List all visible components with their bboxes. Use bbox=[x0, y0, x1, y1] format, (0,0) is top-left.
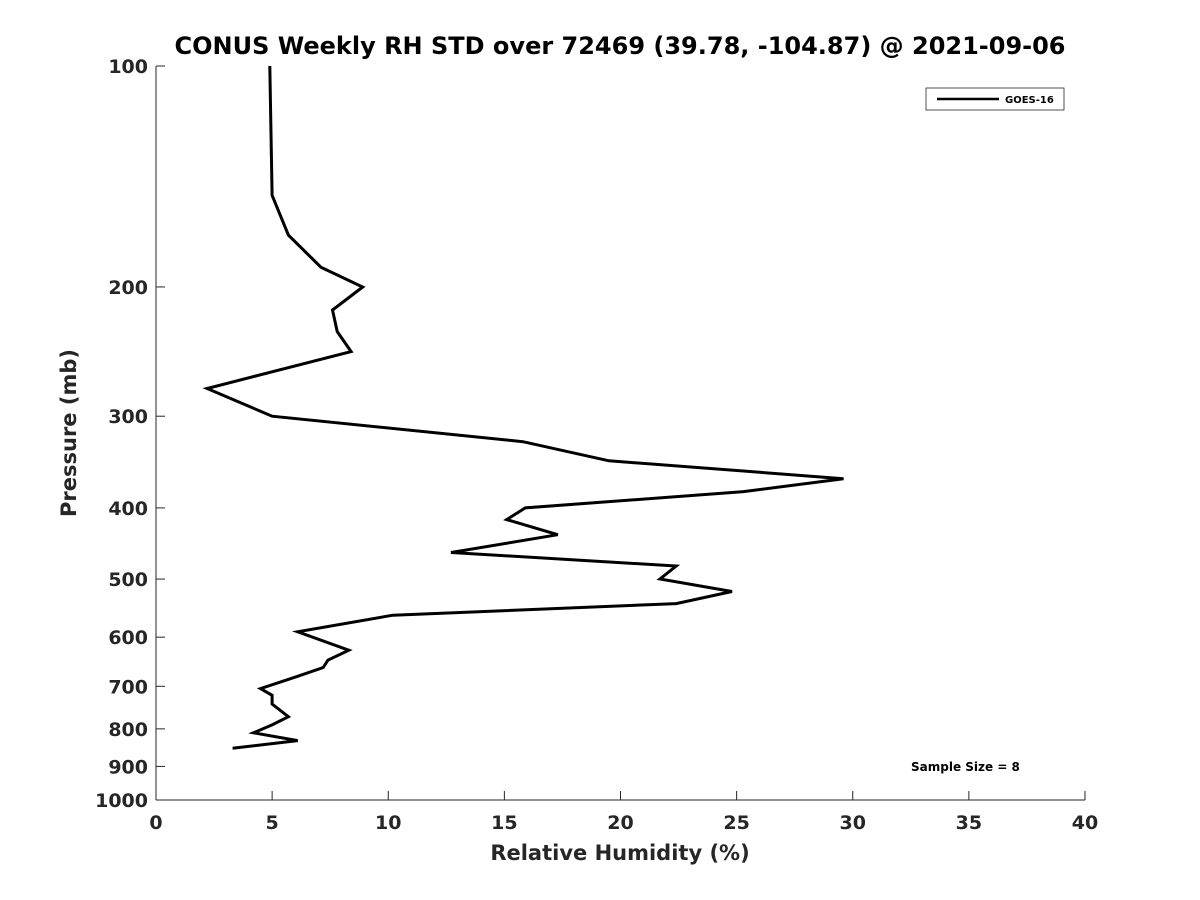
x-tick-label: 20 bbox=[607, 812, 633, 834]
x-tick-label: 40 bbox=[1072, 812, 1098, 834]
legend-entry-goes-16: GOES-16 bbox=[1005, 95, 1054, 106]
y-tick-label: 400 bbox=[108, 498, 148, 520]
y-tick-label: 300 bbox=[108, 406, 148, 428]
y-tick-label: 900 bbox=[108, 756, 148, 778]
y-tick-label: 200 bbox=[108, 277, 148, 299]
y-tick-label: 600 bbox=[108, 627, 148, 649]
y-tick-label: 100 bbox=[108, 56, 148, 78]
y-tick-label: 800 bbox=[108, 719, 148, 741]
y-tick-label: 1000 bbox=[95, 790, 148, 812]
x-tick-label: 5 bbox=[266, 812, 279, 834]
series-line-goes-16 bbox=[202, 65, 844, 750]
y-tick-label: 700 bbox=[108, 676, 148, 698]
x-axis-label: Relative Humidity (%) bbox=[490, 841, 749, 865]
axis-ticks: 0 5 10 15 20 25 30 35 40 100 200 300 400 500 600 700 800… bbox=[95, 56, 1098, 834]
series-layer bbox=[202, 65, 844, 750]
x-tick-label: 30 bbox=[840, 812, 866, 834]
x-tick-label: 25 bbox=[723, 812, 749, 834]
x-tick-label: 15 bbox=[491, 812, 517, 834]
x-tick-label: 35 bbox=[956, 812, 982, 834]
sample-size-annotation: Sample Size = 8 bbox=[911, 760, 1020, 774]
x-tick-label: 10 bbox=[375, 812, 401, 834]
legend: GOES-16 bbox=[925, 87, 1065, 111]
y-axis-label: Pressure (mb) bbox=[57, 349, 81, 517]
chart-title: CONUS Weekly RH STD over 72469 (39.78, -… bbox=[174, 32, 1065, 60]
x-tick-label: 0 bbox=[149, 812, 162, 834]
y-tick-label: 500 bbox=[108, 569, 148, 591]
